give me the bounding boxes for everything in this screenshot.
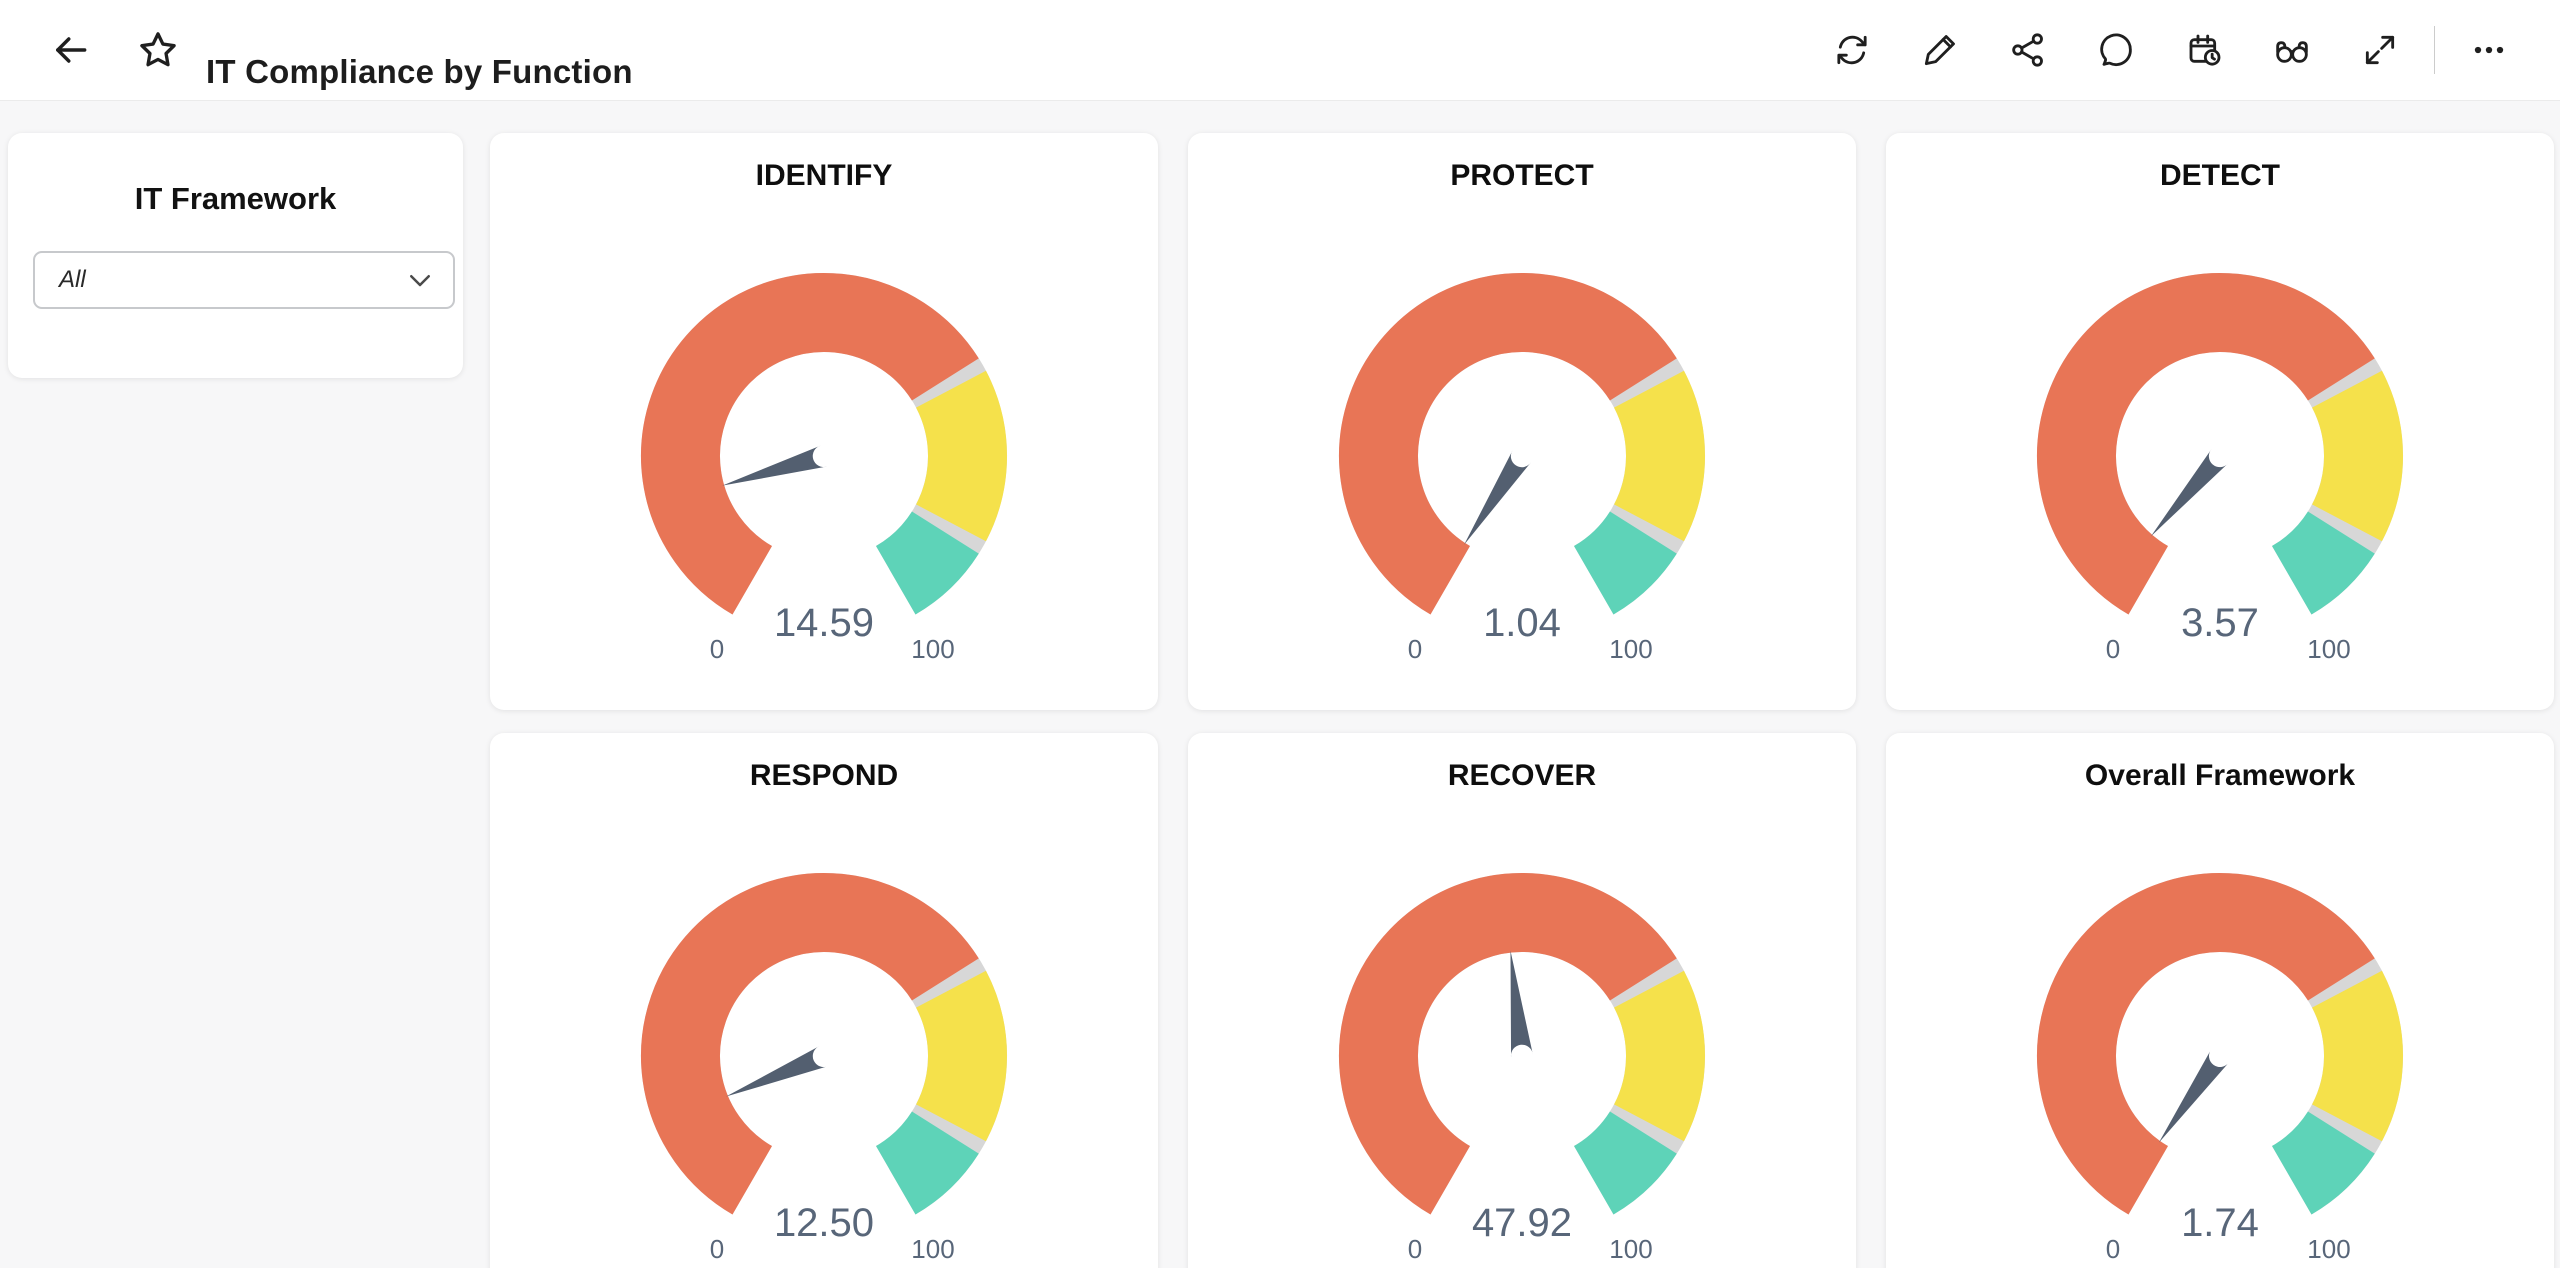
fullscreen-button[interactable]: [2352, 22, 2408, 78]
gauge-value: 47.92: [1471, 1201, 1573, 1245]
gauge-min-label: 0: [709, 1234, 725, 1264]
fullscreen-icon: [2365, 35, 2395, 65]
gauge-title: PROTECT: [1450, 159, 1594, 192]
gauge-card-overall-framework: Overall Framework 1.74 0 100: [1886, 733, 2554, 1268]
header-toolbar: [1824, 22, 2517, 78]
share-button[interactable]: [2000, 22, 2056, 78]
back-arrow-icon: [56, 37, 87, 63]
schedule-button[interactable]: [2176, 22, 2232, 78]
gauge-min-label: 0: [1407, 1234, 1423, 1264]
gauge-max-label: 100: [2307, 1234, 2351, 1264]
preview-icon: [2276, 41, 2308, 63]
gauge-needle: [1510, 950, 1533, 1058]
comment-button[interactable]: [2088, 22, 2144, 78]
gauge-title: RESPOND: [749, 759, 899, 792]
gauge-card-recover: RECOVER 47.92 0 100: [1188, 733, 1856, 1268]
gauge-min-label: 0: [709, 634, 725, 664]
gauge-title: IDENTIFY: [755, 159, 893, 192]
gauge-chart: [641, 273, 1007, 615]
filter-title: IT Framework: [134, 181, 337, 216]
refresh-icon: [1837, 35, 1867, 65]
chevron-down-icon: [410, 275, 430, 287]
framework-dropdown-value: All: [59, 266, 86, 293]
gauge-max-label: 100: [911, 1234, 955, 1264]
gauge-card-detect: DETECT 3.57 0 100: [1886, 133, 2554, 710]
gauge-chart: [2037, 873, 2403, 1215]
gauge-max-label: 100: [1609, 1234, 1653, 1264]
gauge-chart: [2037, 273, 2403, 615]
gauge-value: 12.50: [773, 1201, 875, 1245]
gauge-value: 1.74: [2181, 1201, 2259, 1245]
gauge-max-label: 100: [2307, 634, 2351, 664]
gauge-needle: [2158, 1049, 2229, 1143]
gauge-max-label: 100: [911, 634, 955, 664]
gauge-needle: [726, 1045, 829, 1097]
gauge-card-identify: IDENTIFY 14.59 0 100: [490, 133, 1158, 710]
gauge-card-protect: PROTECT 1.04 0 100: [1188, 133, 1856, 710]
gauge-min-label: 0: [2105, 1234, 2121, 1264]
preview-button[interactable]: [2264, 22, 2320, 78]
page-title: IT Compliance by Function: [206, 53, 633, 91]
gauge-needle: [722, 445, 828, 486]
edit-icon: [1924, 35, 1955, 66]
refresh-button[interactable]: [1824, 22, 1880, 78]
gauge-min-label: 0: [1407, 634, 1423, 664]
favorite-button[interactable]: [130, 22, 186, 78]
gauge-chart: [641, 873, 1007, 1215]
gauge-chart: [1339, 873, 1705, 1215]
edit-button[interactable]: [1912, 22, 1968, 78]
share-icon: [2012, 33, 2043, 67]
gauge-max-label: 100: [1609, 634, 1653, 664]
filter-panel: IT Framework All: [8, 133, 463, 378]
gauge-value: 3.57: [2181, 601, 2259, 645]
gauge-chart: [1339, 273, 1705, 615]
gauge-title: Overall Framework: [2084, 759, 2356, 792]
framework-dropdown[interactable]: All: [33, 251, 455, 309]
gauge-needle: [2150, 448, 2229, 537]
gauge-min-label: 0: [2105, 634, 2121, 664]
back-button[interactable]: [42, 22, 98, 78]
comment-icon: [2100, 33, 2132, 67]
gauge-title: RECOVER: [1447, 759, 1597, 792]
star-icon: [140, 32, 176, 67]
more-icon: [2474, 46, 2504, 54]
gauge-value: 1.04: [1483, 601, 1561, 645]
gauge-needle: [1464, 449, 1532, 545]
gauge-title: DETECT: [2160, 159, 2280, 192]
gauge-value: 14.59: [773, 601, 875, 645]
schedule-icon: [2189, 34, 2221, 66]
gauge-card-respond: RESPOND 12.50 0 100: [490, 733, 1158, 1268]
header: IT Compliance by Function: [0, 0, 2560, 101]
more-button[interactable]: [2461, 22, 2517, 78]
toolbar-divider: [2434, 26, 2435, 74]
